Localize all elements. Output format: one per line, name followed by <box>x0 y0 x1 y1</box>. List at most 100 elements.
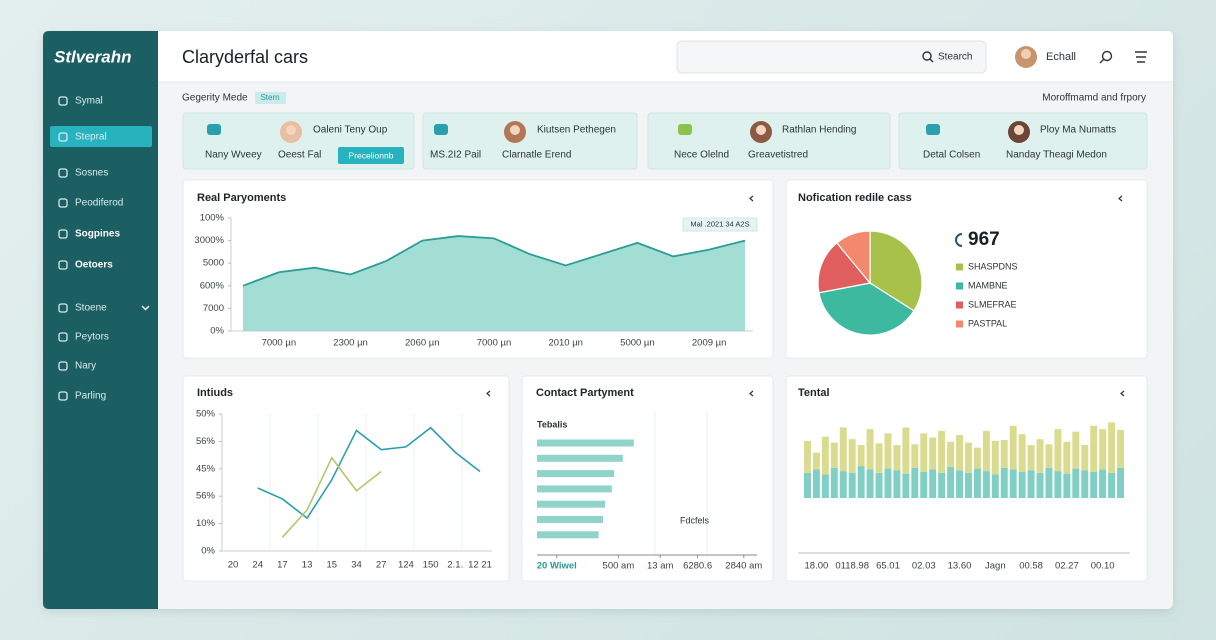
active-item <box>50 126 152 147</box>
x-tick-label: 00.10 <box>1091 561 1115 572</box>
x-tick-label: 20 Wiwel <box>537 561 577 572</box>
page-title: Claryderfal cars <box>182 47 308 67</box>
bar-segment <box>1090 425 1098 472</box>
card <box>647 112 891 170</box>
x-tick-label: 65.01 <box>876 561 900 572</box>
annotation-box <box>682 217 758 232</box>
card-caption: Nece Olelnd <box>674 150 729 161</box>
panel-collapse[interactable] <box>1118 195 1123 202</box>
bar-segment <box>893 445 901 471</box>
charts: Real Paryoments 0% 7000 600% 5000 3000% 100% 70… <box>194 192 1130 572</box>
bar-segment <box>866 469 874 498</box>
menu-button[interactable] <box>1135 51 1147 63</box>
bar-segment <box>1036 472 1044 498</box>
x-tick-label: 150 <box>423 560 439 571</box>
bar-segment <box>911 467 919 498</box>
bar-segment <box>812 469 820 498</box>
x-tick-label: 13.60 <box>948 561 972 572</box>
card-button[interactable] <box>338 147 404 164</box>
x-tick-label: 17 <box>277 560 288 571</box>
menu-item[interactable]: Peytors <box>75 332 109 343</box>
x-tick-label: 24 <box>252 560 263 571</box>
sidebar-menu: Symal Stepral Sosnes Peodiferod Sogpines Oeto… <box>50 96 152 402</box>
bar-segment <box>866 429 874 470</box>
menu-item[interactable]: Oetoers <box>75 260 113 271</box>
card-avatar-face <box>756 125 766 135</box>
panel-collapse[interactable] <box>749 390 754 397</box>
bar-segment <box>1099 429 1107 470</box>
menu-item[interactable]: Stepral <box>75 132 107 143</box>
bar-segment <box>839 427 847 472</box>
area <box>243 236 745 331</box>
bar-segment <box>991 474 999 498</box>
x-tick-label: 02.03 <box>912 561 936 572</box>
bar-segment <box>920 471 928 498</box>
line <box>242 235 746 287</box>
menu-item[interactable]: Sogpines <box>75 229 120 240</box>
menu-item[interactable]: Stoene <box>75 303 107 314</box>
bar-segment <box>902 427 910 474</box>
x-tick-label: 5000 µn <box>620 338 655 349</box>
bar-segment <box>848 472 856 498</box>
bar <box>537 454 623 462</box>
badge <box>255 92 286 104</box>
bar-segment <box>1009 469 1017 498</box>
x-tick-label: 00.58 <box>1019 561 1043 572</box>
annotation: Mal .2021 34 A2S <box>690 219 749 228</box>
bar-segment <box>1045 444 1053 468</box>
legend-label: SLMEFRAE <box>968 299 1017 309</box>
panel-title: Nofication redile cass <box>798 192 912 204</box>
menu-item[interactable]: Nary <box>75 361 96 372</box>
pie-slice <box>817 242 872 294</box>
bar-segment <box>982 471 990 498</box>
x-tick-label: 18.00 <box>805 561 829 572</box>
search-box[interactable] <box>676 40 987 74</box>
card-name: Kiutsen Pethegen <box>537 125 616 136</box>
y-tick-label: 10% <box>196 518 216 529</box>
panel-collapse[interactable] <box>749 195 754 202</box>
y-tick-label: 0% <box>201 546 215 557</box>
legend-swatch <box>956 301 963 309</box>
bar-segment <box>1027 470 1035 498</box>
legend-swatch <box>956 320 963 328</box>
annotation: Tebalis <box>537 419 567 429</box>
card-avatar-face <box>286 125 296 135</box>
menu-item[interactable]: Symal <box>75 96 103 107</box>
menu-item[interactable]: Sosnes <box>75 168 108 179</box>
bar-segment <box>884 468 892 498</box>
legend-label: PASTPAL <box>968 318 1007 328</box>
cards: Nany Wveey Oaleni Teny Oup Oeest Fal Precel… <box>182 112 1148 170</box>
x-tick-label: 6280.6 <box>683 561 712 572</box>
menu-icon <box>58 260 68 270</box>
panel-collapse[interactable] <box>486 390 491 397</box>
search-button[interactable] <box>1101 50 1113 62</box>
x-tick-label: 27 <box>376 560 387 571</box>
x-tick-label: 20 <box>228 560 239 571</box>
subheader-right: Moroffmamd and frpory <box>1042 93 1146 104</box>
card-subtitle: Clarnatle Erend <box>502 150 571 161</box>
card-name: Ploy Ma Numatts <box>1040 125 1116 136</box>
total-icon <box>955 233 963 247</box>
bar-segment <box>973 447 981 469</box>
x-tick-label: 12 21 <box>468 560 492 571</box>
panel-collapse[interactable] <box>1120 390 1125 397</box>
bar <box>537 485 612 493</box>
bar-segment <box>1072 431 1080 469</box>
panel <box>182 375 510 582</box>
bar-segment <box>911 444 919 468</box>
bar-segment <box>1090 471 1098 498</box>
menu-item[interactable]: Parling <box>75 391 106 402</box>
pie-slice <box>818 282 915 336</box>
bar-segment <box>812 452 820 470</box>
user-name: Echall <box>1046 51 1076 63</box>
menu-icon <box>58 132 68 142</box>
card-icon <box>926 124 940 135</box>
card-button-text[interactable]: Precelionnb <box>349 150 394 160</box>
bar <box>537 470 614 478</box>
bar-segment <box>1081 470 1089 498</box>
menu-item[interactable]: Peodiferod <box>75 198 123 209</box>
search-button-handle <box>1099 58 1105 64</box>
menu-icon <box>58 198 68 208</box>
bar-segment <box>1018 471 1026 498</box>
x-tick-label: 7000 µn <box>262 338 297 349</box>
